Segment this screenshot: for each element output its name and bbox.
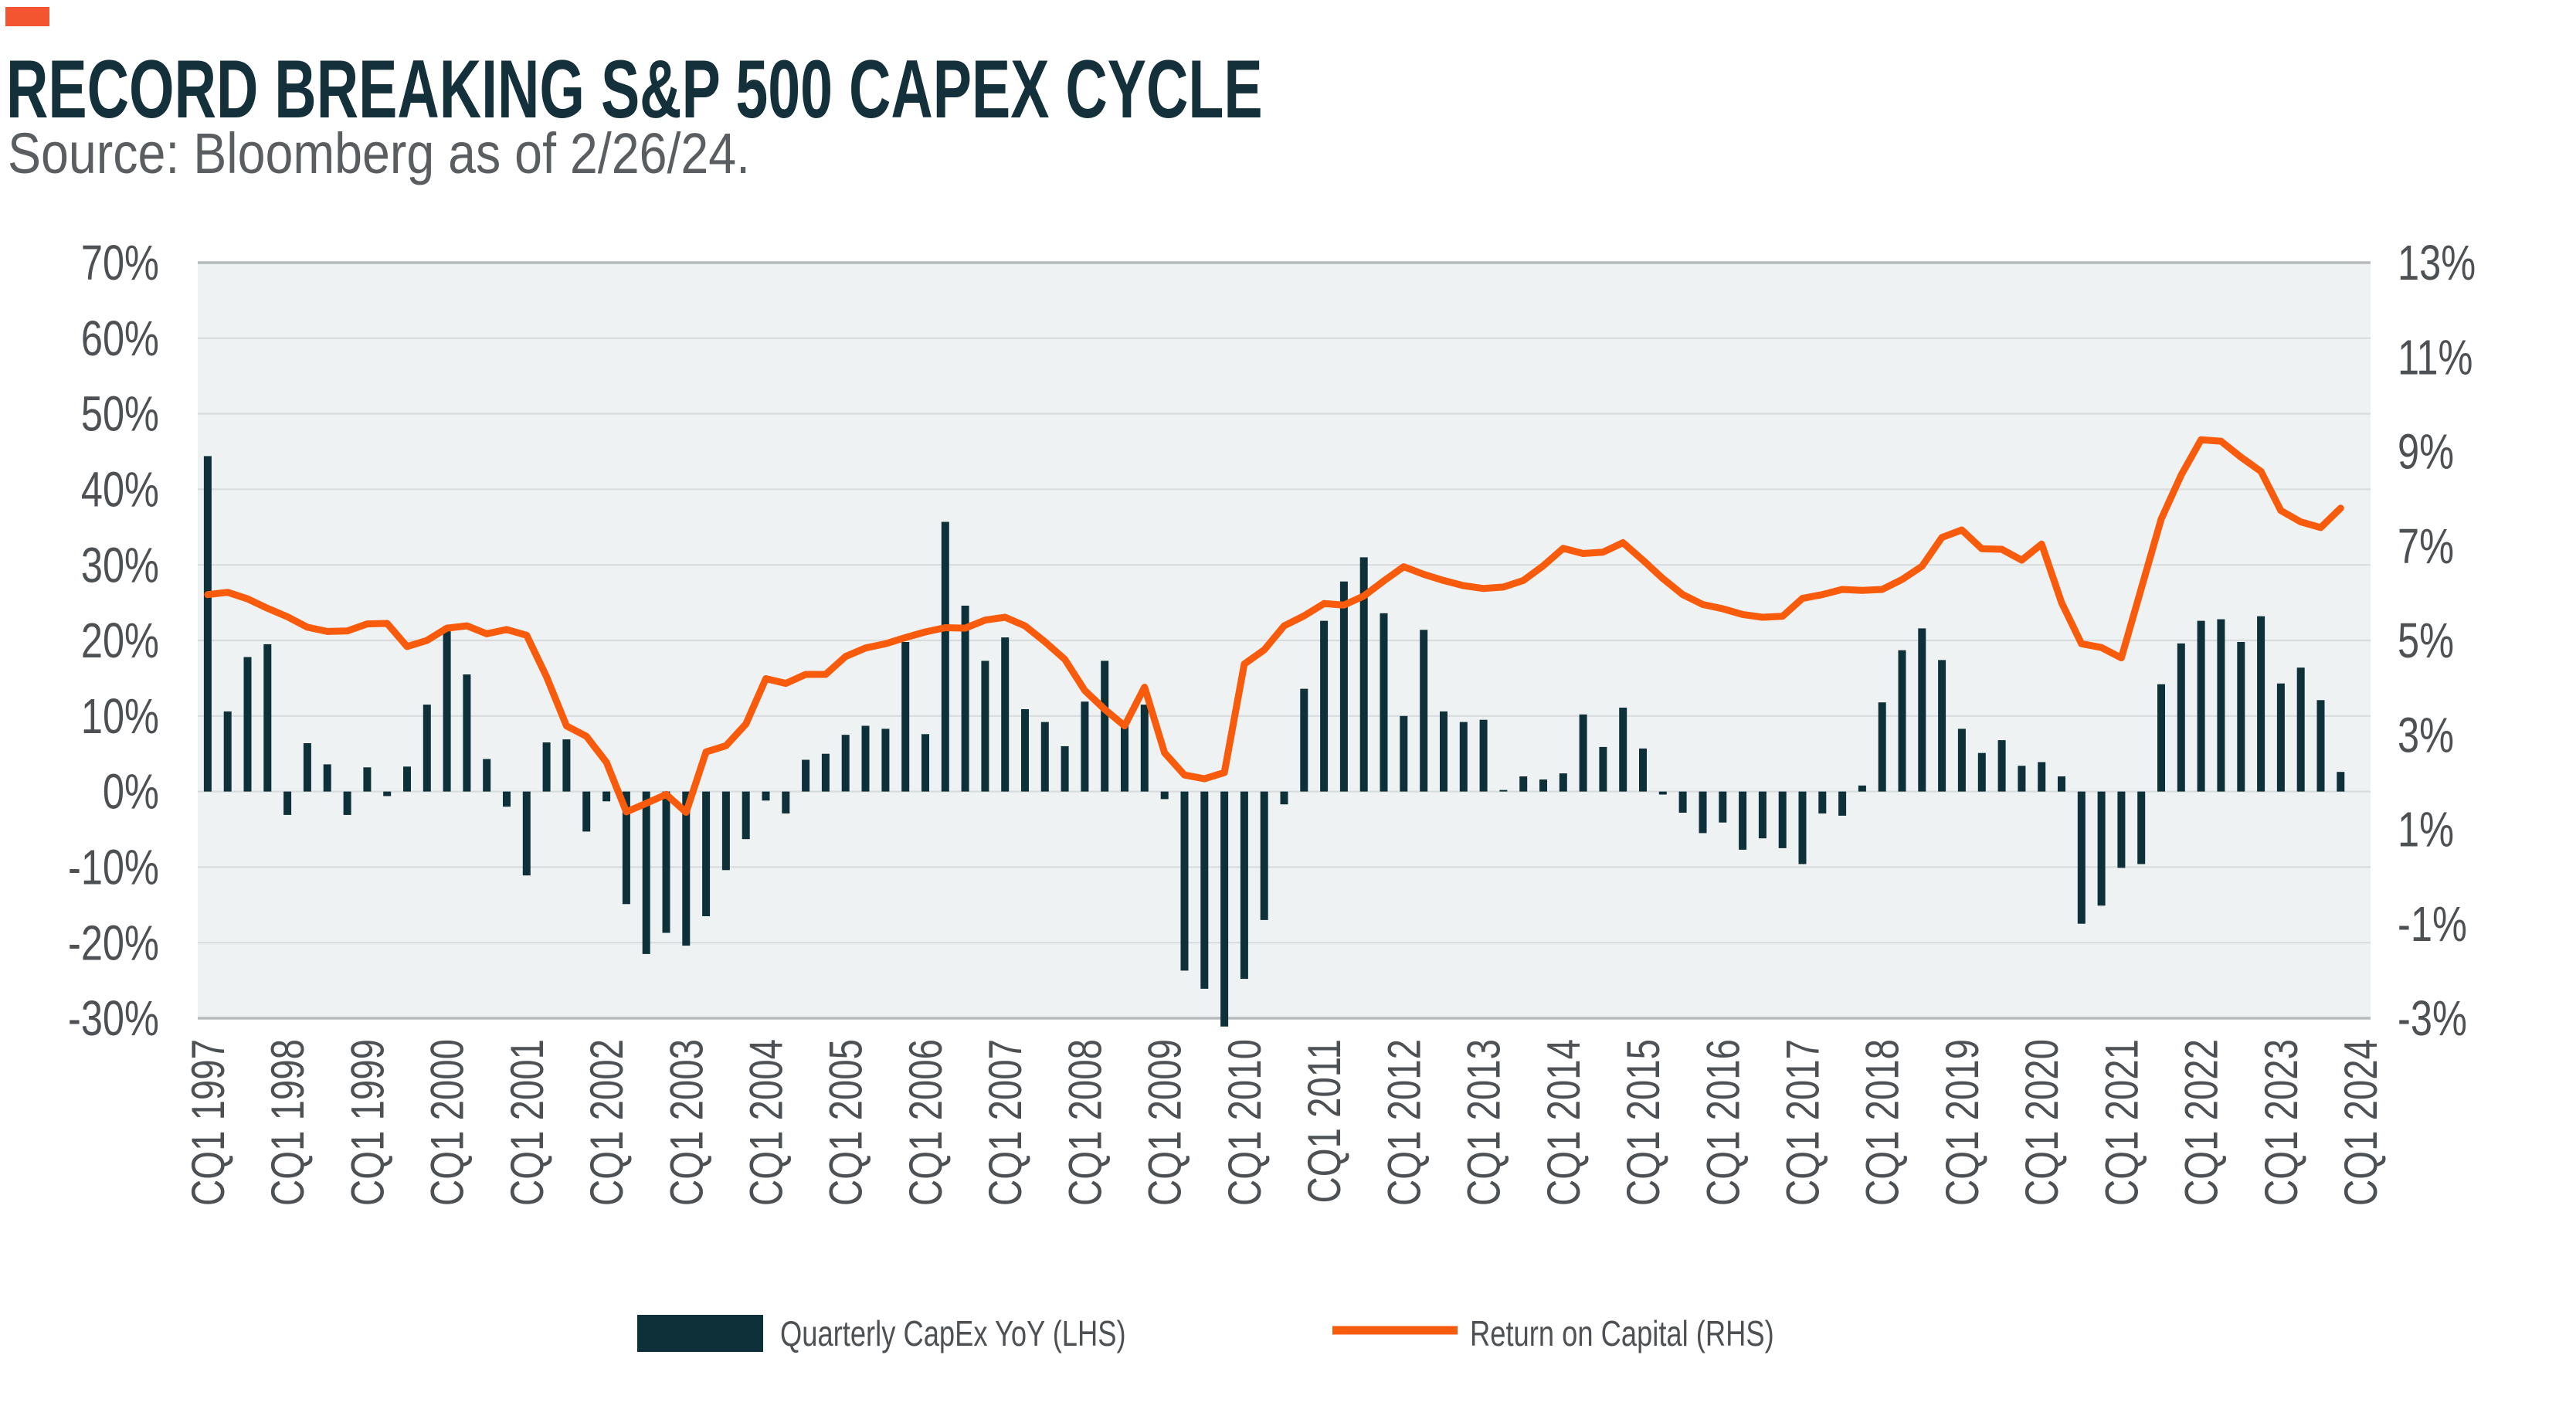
svg-text:CQ1 2017: CQ1 2017 [1777,1039,1829,1206]
svg-text:Quarterly CapEx YoY (LHS): Quarterly CapEx YoY (LHS) [780,1313,1126,1353]
svg-text:-3%: -3% [2398,991,2467,1046]
svg-text:7%: 7% [2398,519,2454,574]
svg-text:CQ1 2000: CQ1 2000 [422,1039,473,1206]
svg-text:10%: 10% [81,689,159,744]
svg-text:5%: 5% [2398,613,2454,668]
svg-text:CQ1 2020: CQ1 2020 [2017,1039,2069,1206]
svg-text:CQ1 2010: CQ1 2010 [1220,1039,1271,1206]
svg-text:3%: 3% [2398,708,2454,763]
svg-text:CQ1 2016: CQ1 2016 [1698,1039,1750,1206]
svg-text:Return on Capital (RHS): Return on Capital (RHS) [1470,1313,1774,1353]
svg-text:CQ1 2011: CQ1 2011 [1299,1039,1351,1203]
svg-text:-10%: -10% [68,841,159,895]
svg-text:CQ1 2023: CQ1 2023 [2256,1039,2308,1206]
svg-text:30%: 30% [81,538,159,593]
svg-text:CQ1 2015: CQ1 2015 [1618,1039,1670,1206]
svg-text:-30%: -30% [68,991,159,1046]
svg-text:60%: 60% [81,311,159,366]
svg-text:CQ1 1999: CQ1 1999 [342,1039,394,1206]
svg-text:13%: 13% [2398,236,2476,290]
svg-text:0%: 0% [103,765,159,820]
svg-text:CQ1 2013: CQ1 2013 [1458,1039,1510,1206]
svg-text:CQ1 2002: CQ1 2002 [582,1039,633,1206]
svg-text:CQ1 2009: CQ1 2009 [1139,1039,1191,1206]
svg-text:Source: Bloomberg as of 2/26/2: Source: Bloomberg as of 2/26/24. [8,121,750,185]
svg-text:CQ1 2008: CQ1 2008 [1060,1039,1112,1206]
svg-text:CQ1 2012: CQ1 2012 [1379,1039,1431,1206]
svg-text:CQ1 2005: CQ1 2005 [820,1039,872,1206]
svg-text:CQ1 2021: CQ1 2021 [2096,1039,2148,1206]
svg-text:CQ1 2019: CQ1 2019 [1937,1039,1989,1206]
svg-text:9%: 9% [2398,425,2454,480]
svg-text:CQ1 2003: CQ1 2003 [661,1039,713,1206]
svg-text:CQ1 2004: CQ1 2004 [741,1039,792,1206]
svg-text:70%: 70% [81,236,159,290]
svg-text:CQ1 2024: CQ1 2024 [2336,1039,2388,1206]
svg-text:CQ1 2022: CQ1 2022 [2176,1039,2228,1206]
svg-text:CQ1 2014: CQ1 2014 [1539,1039,1590,1206]
svg-text:CQ1 1997: CQ1 1997 [183,1039,235,1206]
svg-text:RECORD BREAKING S&P 500 CAPEX: RECORD BREAKING S&P 500 CAPEX CYCLE [6,42,1263,135]
svg-text:1%: 1% [2398,803,2454,858]
svg-text:11%: 11% [2398,331,2472,385]
svg-text:CQ1 2007: CQ1 2007 [980,1039,1032,1206]
svg-text:20%: 20% [81,613,159,668]
svg-text:-1%: -1% [2398,897,2467,952]
svg-text:CQ1 1998: CQ1 1998 [263,1039,314,1206]
svg-text:CQ1 2001: CQ1 2001 [502,1039,554,1206]
svg-text:50%: 50% [81,387,159,442]
svg-text:-20%: -20% [68,916,159,971]
svg-text:CQ1 2006: CQ1 2006 [901,1039,952,1206]
svg-text:40%: 40% [81,463,159,518]
svg-text:CQ1 2018: CQ1 2018 [1857,1039,1909,1206]
